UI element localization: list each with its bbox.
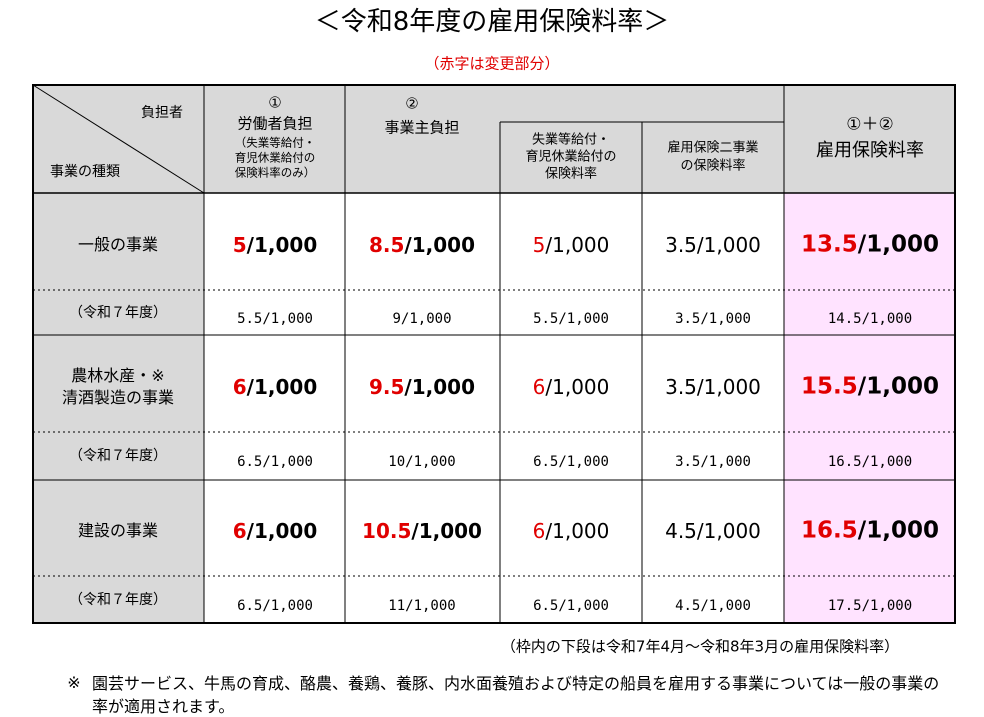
rate-part: /1,000	[545, 232, 610, 257]
prev-rate: 10/1,000	[388, 454, 456, 470]
rate-part: 4.5/1,000	[665, 519, 761, 543]
rate-cell: 3.5/1,000	[665, 377, 761, 397]
rate-cell: 9.5/1,000	[369, 377, 475, 397]
rate-part: 6	[532, 519, 546, 543]
rate-cell: 6/1,000	[233, 377, 318, 397]
title: ＜令和8年度の雇用保険料率＞	[314, 7, 670, 37]
header-sub: の保険料率	[680, 158, 746, 174]
prev-rate: 14.5/1,000	[827, 310, 913, 327]
prev-rate: 9/1,000	[392, 310, 452, 327]
row-label: 農林水産・※	[71, 365, 165, 385]
prev-label: （令和７年度）	[69, 304, 167, 321]
header-diag-top: 負担者	[141, 105, 183, 121]
rate-cell: 10.5/1,000	[362, 521, 482, 541]
row-label: 一般の事業	[77, 234, 159, 254]
rate-cell: 6/1,000	[233, 521, 318, 541]
prev-rate: 6.5/1,000	[533, 454, 609, 470]
rate-part: 6	[232, 374, 247, 399]
rate-cell: 6/1,000	[533, 521, 610, 541]
prev-label: （令和７年度）	[69, 448, 167, 464]
rate-cell: 15.5/1,000	[801, 375, 939, 398]
row-label: 清酒製造の事業	[61, 387, 175, 407]
change-note: （赤字は変更部分）	[424, 54, 560, 73]
rate-part: /1,000	[246, 232, 318, 257]
row-label: 建設の事業	[77, 521, 159, 540]
prev-rate: 16.5/1,000	[827, 454, 913, 470]
rate-part: 6	[532, 374, 546, 399]
prev-rate: 6.5/1,000	[237, 454, 313, 470]
rate-part: 3.5/1,000	[665, 232, 761, 257]
prev-rate: 5.5/1,000	[533, 310, 609, 327]
rate-cell: 13.5/1,000	[801, 233, 939, 256]
rate-part: /1,000	[404, 374, 476, 399]
rate-cell: 16.5/1,000	[801, 517, 939, 544]
rate-cell: 3.5/1,000	[665, 235, 761, 255]
prev-rate: 11/1,000	[388, 597, 456, 614]
prev-rate: 6.5/1,000	[237, 597, 313, 614]
header-num: ②	[405, 94, 419, 113]
prev-rate: 6.5/1,000	[533, 597, 609, 614]
total-bg	[784, 193, 955, 623]
rate-part: /1,000	[404, 232, 476, 257]
footnote-mark: ※	[67, 673, 81, 692]
rate-part: 5	[232, 232, 247, 257]
header-sub: 育児休業給付の	[234, 150, 316, 165]
footer-note: （枠内の下段は令和7年4月～令和8年3月の雇用保険料率）	[500, 637, 900, 656]
rate-cell: 8.5/1,000	[369, 235, 475, 255]
prev-rate: 17.5/1,000	[827, 597, 913, 614]
rate-part: 15.5	[801, 373, 858, 399]
header-diag-bottom: 事業の種類	[50, 164, 120, 180]
rate-part: 5	[532, 232, 546, 257]
rate-cell: 5/1,000	[533, 235, 610, 255]
rate-part: 3.5/1,000	[665, 374, 761, 399]
rate-part: /1,000	[857, 231, 939, 257]
header-sub: 雇用保険二事業	[667, 140, 759, 156]
rate-part: /1,000	[411, 519, 482, 543]
header-title: 雇用保険料率	[816, 140, 924, 161]
header-sub: （失業等給付・	[234, 135, 316, 150]
header-sub: 育児休業給付の	[525, 149, 617, 165]
header-sub: 保険料率のみ）	[234, 165, 316, 180]
rate-part: /1,000	[545, 374, 610, 399]
label-bg	[33, 193, 204, 623]
rate-part: /1,000	[246, 374, 318, 399]
rate-part: /1,000	[857, 517, 939, 544]
rate-cell: 4.5/1,000	[665, 521, 761, 541]
rate-part: 13.5	[801, 231, 858, 257]
header-title: 事業主負担	[384, 118, 460, 137]
rate-part: /1,000	[246, 519, 318, 543]
rate-cell: 6/1,000	[533, 377, 610, 397]
rate-part: /1,000	[857, 373, 939, 399]
rate-part: 9.5	[368, 374, 405, 399]
rate-part: 10.5	[362, 519, 412, 543]
rate-cell: 5/1,000	[233, 235, 318, 255]
header-title: 労働者負担	[237, 114, 313, 133]
header-sub: 失業等給付・	[531, 132, 611, 148]
header-bg	[33, 85, 955, 193]
prev-rate: 3.5/1,000	[675, 454, 751, 470]
footnote: 園芸サービス、牛馬の育成、酪農、養鶏、養豚、内水面養殖および特定の船員を雇用する…	[92, 674, 940, 716]
header-sub: 保険料率	[544, 166, 598, 182]
prev-rate: 5.5/1,000	[237, 310, 313, 327]
rate-part: 16.5	[801, 517, 858, 544]
grid	[32, 84, 956, 624]
prev-rate: 4.5/1,000	[675, 597, 751, 614]
header-num: ①	[268, 93, 282, 112]
rate-part: /1,000	[545, 519, 610, 543]
prev-label: （令和７年度）	[69, 591, 167, 608]
header-num: ①＋②	[846, 114, 894, 135]
rate-part: 6	[232, 519, 247, 543]
prev-rate: 3.5/1,000	[675, 310, 751, 327]
rate-part: 8.5	[368, 232, 405, 257]
